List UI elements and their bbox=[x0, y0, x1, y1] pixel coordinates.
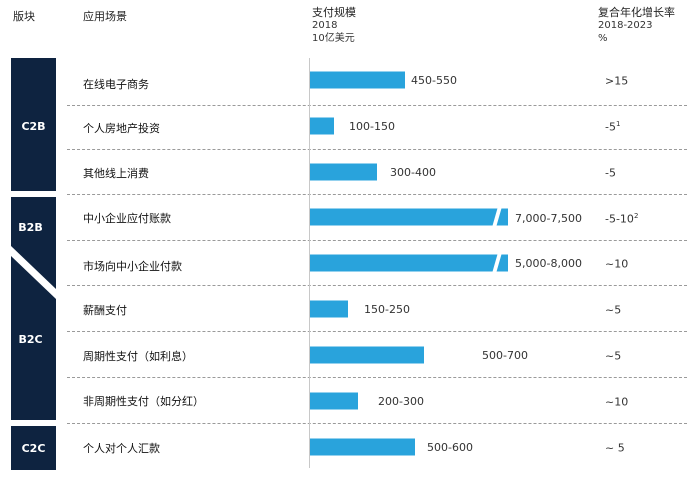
cagr-unit: % bbox=[598, 33, 608, 44]
row-divider bbox=[67, 423, 687, 424]
row-label-online-ecommerce: 在线电子商务 bbox=[83, 78, 149, 91]
axis-break-marker bbox=[492, 252, 502, 274]
range-label: 300-400 bbox=[390, 166, 436, 179]
bar bbox=[310, 163, 377, 181]
bar bbox=[310, 208, 508, 226]
bar bbox=[310, 117, 334, 135]
bar bbox=[310, 71, 405, 89]
row-label-other-online-consumption: 其他线上消费 bbox=[83, 167, 149, 180]
row-label-payroll: 薪酬支付 bbox=[83, 304, 127, 317]
range-label: 200-300 bbox=[378, 395, 424, 408]
segment-block-c2c bbox=[11, 426, 56, 470]
row-divider bbox=[67, 240, 687, 241]
axis-break-marker bbox=[492, 206, 502, 228]
range-label: 5,000-8,000 bbox=[515, 257, 582, 270]
row-divider bbox=[67, 331, 687, 332]
bar bbox=[310, 254, 508, 272]
footnote-marker: 2 bbox=[633, 212, 639, 220]
segment-label-c2c: C2C bbox=[21, 442, 46, 455]
payment-year: 2018 bbox=[312, 20, 338, 31]
range-label: 7,000-7,500 bbox=[515, 212, 582, 225]
cagr-value: -5-102 bbox=[605, 212, 639, 226]
row-label-sme-payables: 中小企业应付账款 bbox=[83, 212, 171, 225]
cagr-years: 2018-2023 bbox=[598, 20, 653, 31]
cagr-value: ~5 bbox=[605, 349, 622, 363]
bar bbox=[310, 438, 415, 456]
segment-column-header: 版块 bbox=[13, 10, 35, 23]
cagr-value: ~ 5 bbox=[605, 441, 625, 455]
range-label: 100-150 bbox=[349, 120, 395, 133]
range-label: 450-550 bbox=[411, 74, 457, 87]
bar bbox=[310, 300, 348, 318]
cagr-value: -5 bbox=[605, 166, 616, 180]
row-divider bbox=[67, 377, 687, 378]
range-label: 500-600 bbox=[427, 441, 473, 454]
cagr-value: -51 bbox=[605, 120, 621, 134]
segment-label-b2c: B2C bbox=[18, 333, 43, 346]
cagr-column-header: 复合年化增长率 bbox=[598, 6, 675, 19]
row-divider bbox=[67, 285, 687, 286]
row-label-personal-real-estate: 个人房地产投资 bbox=[83, 122, 160, 135]
row-divider bbox=[67, 149, 687, 150]
segment-block-b2c bbox=[11, 256, 56, 420]
segment-block-b2b bbox=[11, 197, 56, 289]
cagr-value: ~10 bbox=[605, 257, 629, 271]
segment-block-c2b bbox=[11, 58, 56, 191]
bar bbox=[310, 346, 424, 364]
row-divider bbox=[67, 194, 687, 195]
payment-unit: 10亿美元 bbox=[312, 33, 355, 44]
segment-label-b2b: B2B bbox=[18, 221, 43, 234]
bar bbox=[310, 392, 358, 410]
row-label-marketplace-to-sme: 市场向中小企业付款 bbox=[83, 260, 182, 273]
scenario-column-header: 应用场景 bbox=[83, 10, 127, 23]
row-divider bbox=[67, 105, 687, 106]
range-label: 150-250 bbox=[364, 303, 410, 316]
cagr-value: ~10 bbox=[605, 395, 629, 409]
range-label: 500-700 bbox=[482, 349, 528, 362]
row-label-p2p-remittance: 个人对个人汇款 bbox=[83, 442, 160, 455]
row-label-nonrecurring-payment: 非周期性支付（如分红） bbox=[83, 395, 204, 408]
row-label-recurring-payment: 周期性支付（如利息） bbox=[83, 350, 193, 363]
segment-blocks-b2b-b2c bbox=[11, 197, 56, 420]
bar-baseline-axis bbox=[309, 58, 310, 468]
segment-label-c2b: C2B bbox=[21, 120, 46, 133]
payment-column-header: 支付规模 bbox=[312, 6, 356, 19]
footnote-marker: 1 bbox=[615, 120, 621, 128]
cagr-value: >15 bbox=[605, 74, 629, 88]
cagr-value: ~5 bbox=[605, 303, 622, 317]
